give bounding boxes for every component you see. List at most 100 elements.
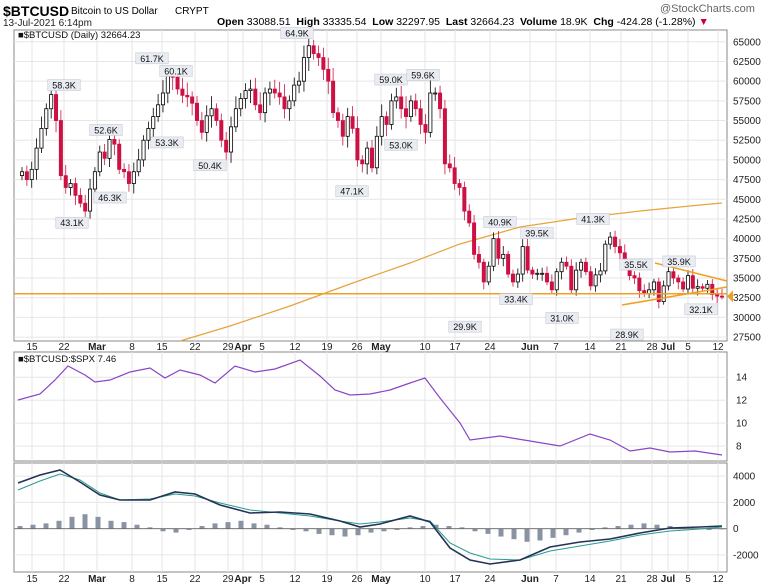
- candle-body: [515, 273, 520, 283]
- annotation-label: 33.4K: [504, 295, 528, 305]
- candle-body: [369, 147, 374, 169]
- macd-histogram-bar: [303, 528, 309, 532]
- annotation-label: 50.4K: [198, 161, 222, 171]
- moving-average-line: [179, 202, 723, 342]
- x-tick-label: 5: [259, 342, 265, 353]
- candle-body: [486, 265, 491, 283]
- macd-histogram-bar: [355, 528, 361, 536]
- last-label: Last: [445, 16, 468, 28]
- macd-histogram-bar: [433, 524, 439, 529]
- candle-body: [685, 275, 690, 290]
- annotation-box: [499, 293, 533, 305]
- candle-body: [175, 76, 180, 90]
- candle-body: [112, 139, 117, 145]
- chg-label: Chg: [593, 16, 614, 28]
- symbol-name: Bitcoin to US Dollar: [71, 6, 158, 17]
- y-tick-label: 45000: [733, 195, 761, 206]
- chart-header: $BTCUSD Bitcoin to US Dollar CRYPT @Stoc…: [0, 0, 780, 30]
- candle-body: [462, 187, 467, 212]
- x-tick-label: Jun: [521, 574, 539, 585]
- annotation-label: 32.1K: [689, 305, 713, 315]
- stockcharts-watermark: @StockCharts.com: [660, 3, 755, 15]
- x-tick-label: 10: [419, 574, 431, 585]
- candle-body: [146, 128, 151, 141]
- macd-line: [17, 469, 723, 565]
- quote-line: Open 33088.51 High 33335.54 Low 32297.95…: [217, 16, 709, 28]
- candle-body: [263, 92, 268, 114]
- x-tick-label: 10: [419, 342, 431, 353]
- candle-body: [651, 281, 656, 291]
- macd-histogram-bar: [43, 523, 49, 529]
- x-tick-label: 22: [189, 574, 201, 585]
- x-tick-label: Mar: [88, 342, 106, 353]
- macd-histogram-bar: [589, 528, 595, 530]
- annotation-label: 59.6K: [411, 70, 435, 80]
- annotation-label: 29.9K: [453, 322, 477, 332]
- candle-body: [496, 238, 501, 259]
- candle-body: [579, 261, 584, 271]
- x-tick-label: May: [371, 342, 391, 353]
- x-tick-label: 21: [615, 342, 627, 353]
- macd-histogram-bar: [641, 523, 647, 529]
- candle-body: [656, 281, 661, 303]
- candle-body: [520, 246, 525, 275]
- x-tick-label: 21: [615, 574, 627, 585]
- candle-body: [472, 222, 477, 255]
- candle-body: [569, 265, 574, 291]
- x-tick-label: 12: [712, 574, 724, 585]
- annotation-label: 46.3K: [98, 193, 122, 203]
- annotation-box: [662, 255, 696, 268]
- candle-body: [360, 159, 365, 165]
- x-tick-label: 7: [553, 342, 559, 353]
- candle-body: [535, 272, 540, 275]
- y-tick-label: 62500: [733, 57, 761, 68]
- candle-body: [92, 171, 97, 190]
- macd-histogram-bar: [199, 526, 205, 529]
- last-value: 32664.23: [470, 16, 515, 28]
- candle-body: [374, 135, 379, 169]
- candle-body: [97, 151, 102, 173]
- candle-body: [583, 261, 588, 273]
- x-tick-label: 22: [189, 342, 201, 353]
- y-tick-label: 52500: [733, 136, 761, 147]
- candle-body: [83, 202, 88, 212]
- candle-body: [491, 238, 496, 267]
- candle-body: [258, 104, 263, 114]
- macd-histogram-bar: [381, 528, 387, 532]
- candle-body: [671, 271, 676, 279]
- macd-histogram-bar: [524, 528, 530, 542]
- macd-tick-label: 4000: [733, 472, 756, 483]
- candle-body: [219, 120, 224, 141]
- ratio-tick-label: 12: [736, 396, 748, 407]
- candle-body: [467, 210, 472, 224]
- candle-body: [588, 271, 593, 287]
- candle-body: [160, 92, 165, 106]
- candle-body: [617, 246, 622, 254]
- x-tick-label: 22: [58, 342, 70, 353]
- candle-body: [501, 253, 506, 259]
- candle-body: [180, 88, 185, 96]
- x-tick-label: May: [371, 574, 391, 585]
- macd-histogram-bar: [212, 523, 218, 529]
- candle-body: [394, 96, 399, 102]
- x-tick-label: 12: [289, 342, 301, 353]
- annotation-box: [55, 216, 89, 229]
- macd-histogram-bar: [17, 526, 23, 529]
- macd-histogram-bar: [615, 526, 621, 529]
- candle-body: [690, 275, 695, 289]
- panel-frame-2: [13, 351, 728, 462]
- macd-histogram-bar: [407, 527, 413, 529]
- candle-body: [404, 108, 409, 118]
- candle-body: [613, 236, 618, 247]
- macd-histogram-bar: [563, 528, 569, 536]
- x-tick-label: Jul: [661, 574, 676, 585]
- macd-histogram-bar: [628, 524, 634, 529]
- candle-body: [593, 274, 598, 287]
- candle-body: [384, 116, 389, 125]
- candle-body: [340, 120, 345, 137]
- candle-body: [530, 269, 535, 275]
- candle-body: [63, 175, 68, 188]
- y-tick-label: 65000: [733, 37, 761, 48]
- x-tick-label: 15: [26, 342, 38, 353]
- candle-body: [705, 283, 710, 289]
